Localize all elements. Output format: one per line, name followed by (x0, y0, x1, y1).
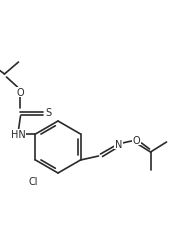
Text: S: S (46, 108, 52, 117)
Text: HN: HN (11, 129, 26, 139)
Text: Cl: Cl (29, 176, 38, 186)
Text: N: N (115, 139, 122, 149)
Text: O: O (133, 135, 140, 145)
Text: O: O (17, 88, 24, 98)
